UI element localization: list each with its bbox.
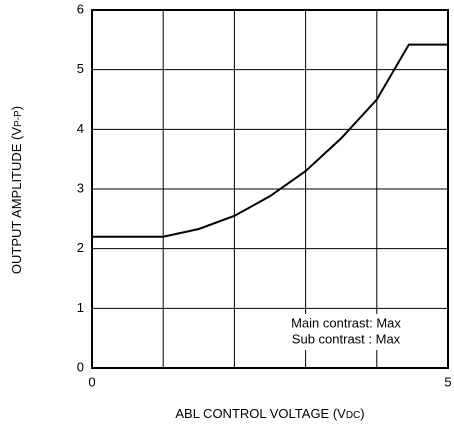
- y-tick-label: 2: [77, 240, 84, 255]
- y-tick-label: 4: [77, 121, 84, 136]
- x-axis-label: ABL CONTROL VOLTAGE (VDC): [175, 406, 364, 421]
- y-axis-label: OUTPUT AMPLITUDE (VP-P): [9, 106, 24, 274]
- y-label-main: OUTPUT AMPLITUDE (V: [9, 127, 24, 274]
- y-label-sub: P-P: [13, 110, 24, 127]
- curve: [92, 43, 448, 238]
- plot-frame: [91, 9, 449, 369]
- y-tick-label: 0: [77, 359, 84, 374]
- y-tick-label: 5: [77, 61, 84, 76]
- y-tick-label: 1: [77, 300, 84, 315]
- y-tick-label: 6: [77, 1, 84, 16]
- y-label-end: ): [9, 106, 24, 110]
- x-label-sub: DC: [346, 410, 360, 421]
- y-tick-label: 3: [77, 180, 84, 195]
- x-label-main: ABL CONTROL VOLTAGE (V: [175, 406, 346, 421]
- annotation-box: [266, 314, 426, 350]
- annotation: Main contrast: Max: [291, 315, 401, 330]
- annotation: Sub contrast : Max: [292, 331, 401, 346]
- x-label-end: ): [360, 406, 364, 421]
- x-tick-label: 0: [88, 374, 95, 389]
- x-tick-label: 5: [444, 374, 451, 389]
